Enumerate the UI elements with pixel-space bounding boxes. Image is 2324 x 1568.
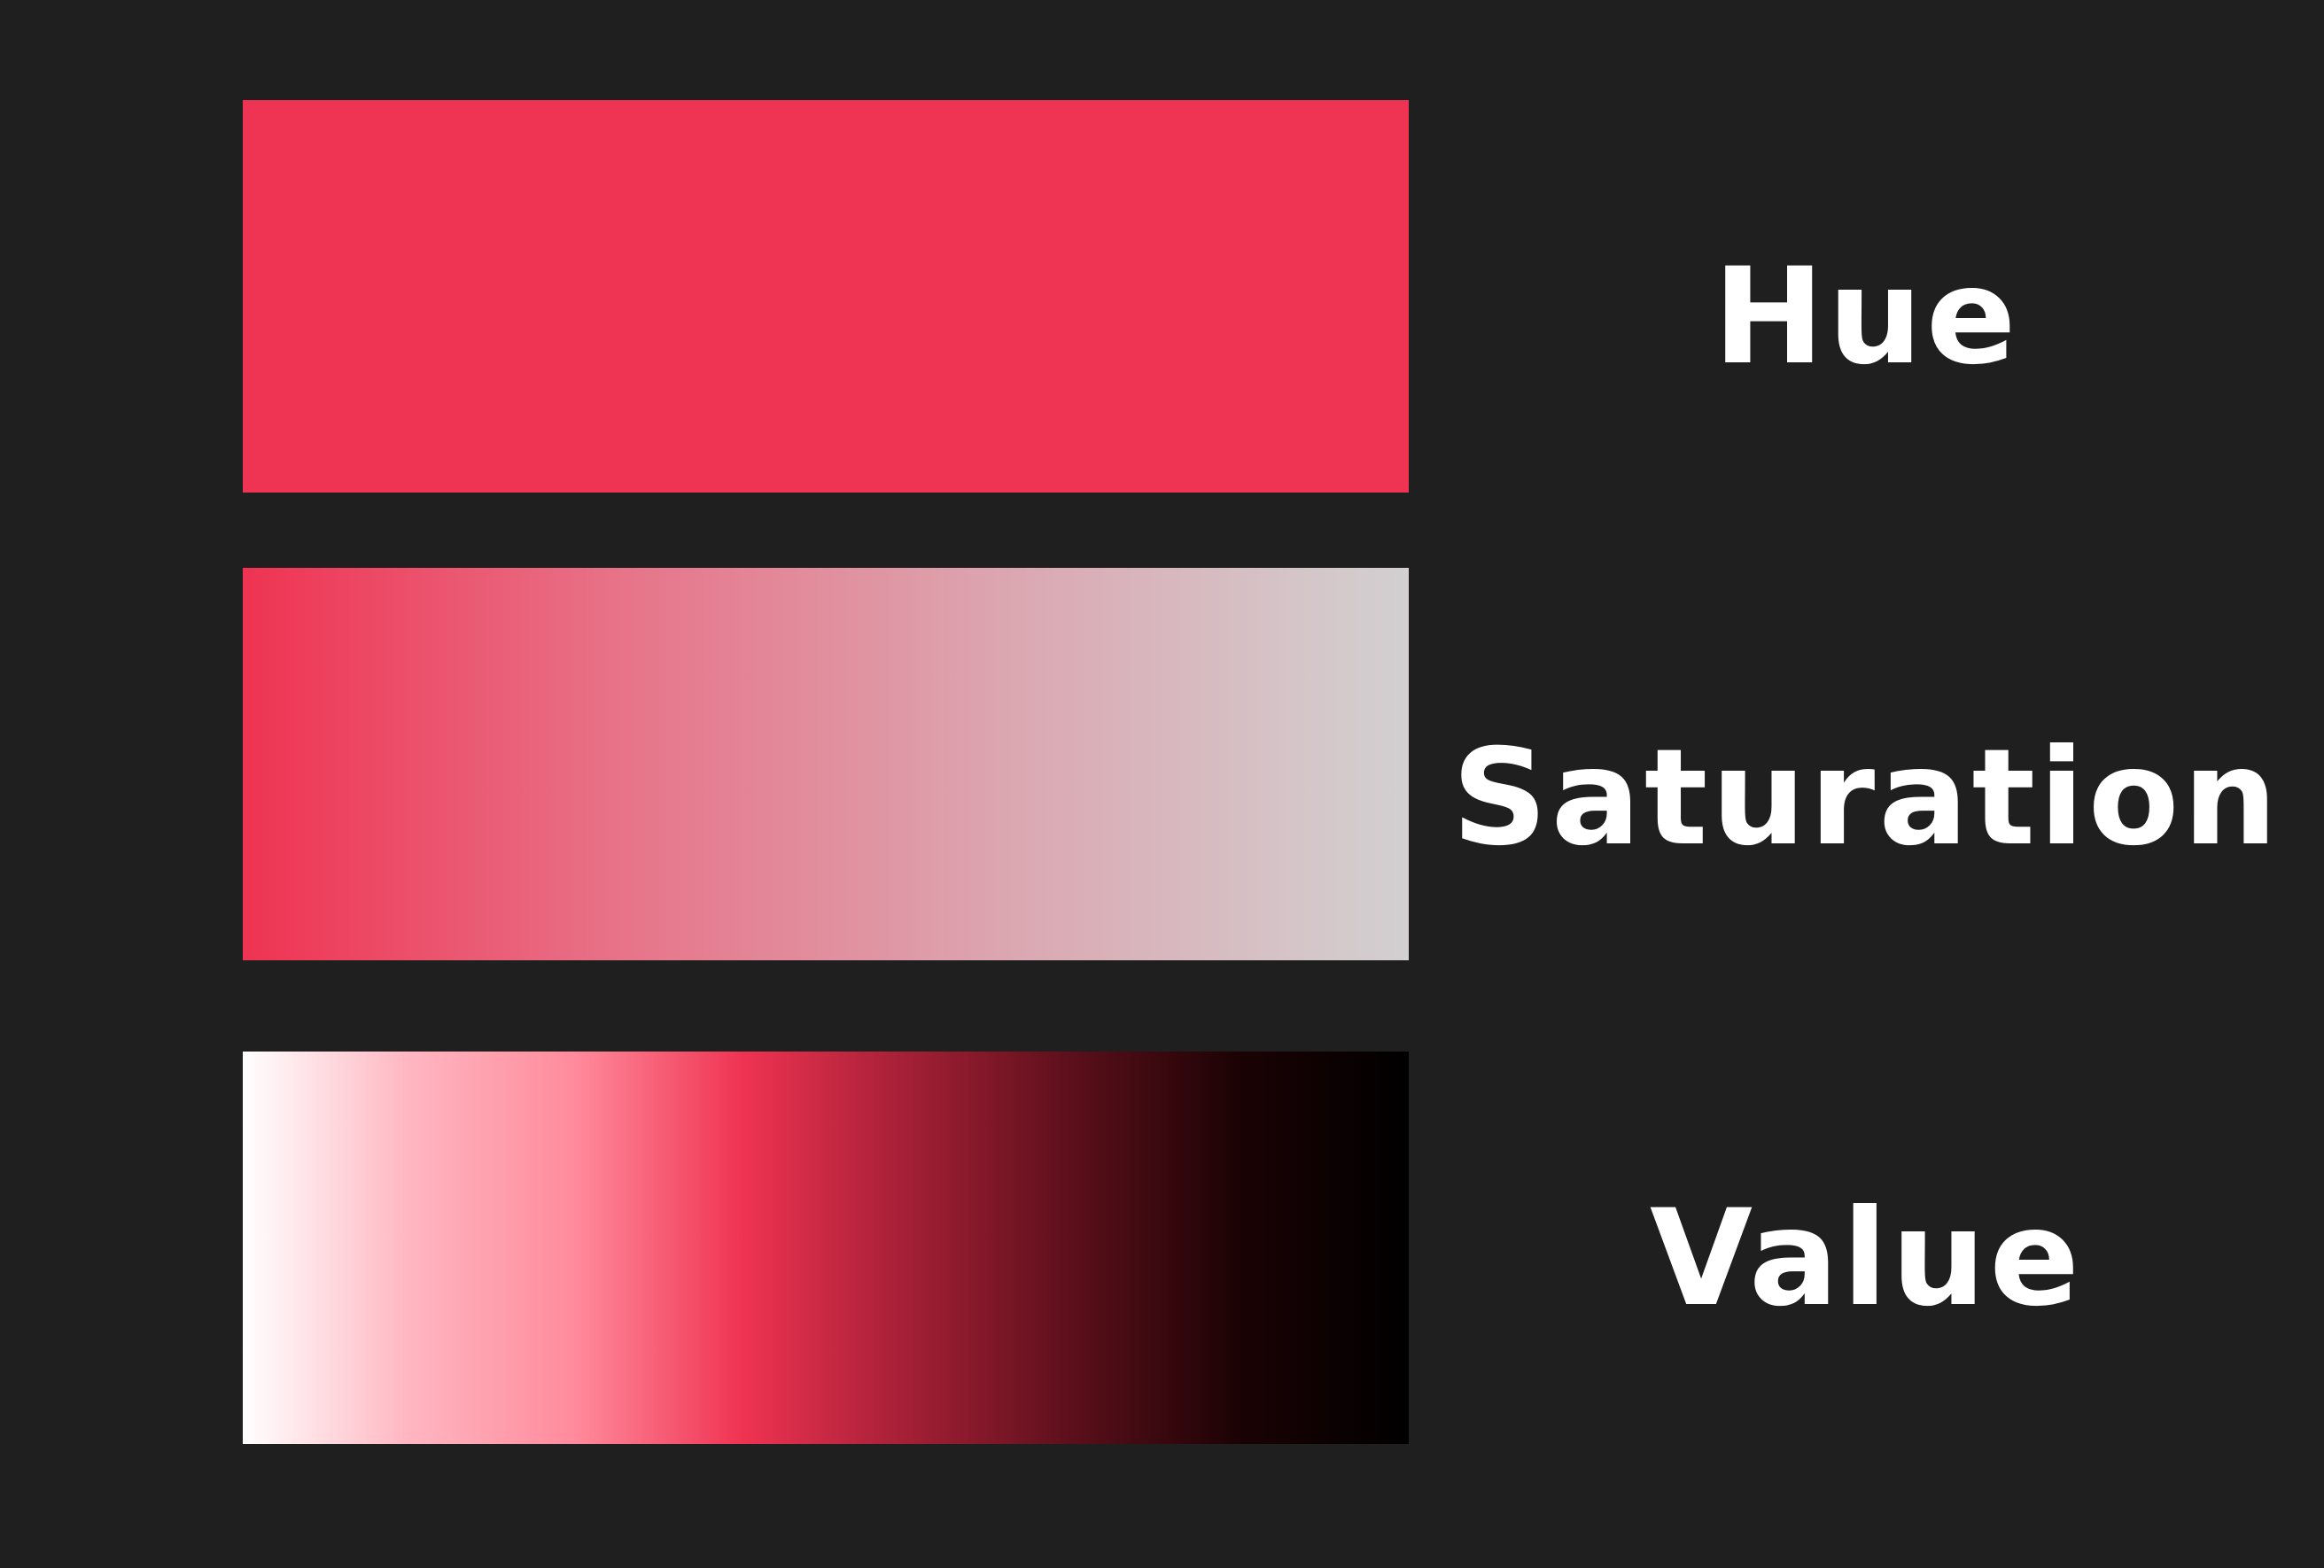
hue-swatch bbox=[243, 100, 1409, 493]
hue-label: Hue bbox=[1713, 240, 2020, 394]
saturation-gradient-swatch bbox=[243, 568, 1409, 960]
saturation-label: Saturation bbox=[1451, 721, 2281, 875]
value-gradient-swatch bbox=[243, 1052, 1409, 1444]
value-label: Value bbox=[1649, 1182, 2084, 1336]
